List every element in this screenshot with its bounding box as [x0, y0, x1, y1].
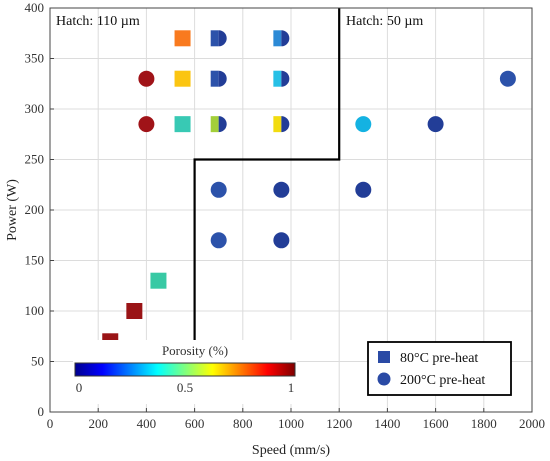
- split-marker: [273, 116, 290, 133]
- y-tick-label: 200: [25, 202, 45, 217]
- split-marker-square-half: [210, 30, 219, 47]
- x-tick-label: 1000: [278, 416, 304, 431]
- split-marker-circle-half: [281, 30, 290, 47]
- x-tick-label: 600: [185, 416, 205, 431]
- circle-marker: [138, 70, 155, 87]
- legend-marker-square: [378, 351, 390, 363]
- x-tick-label: 800: [233, 416, 253, 431]
- x-tick-label: 0: [47, 416, 54, 431]
- circle-marker: [210, 181, 227, 198]
- y-tick-label: 350: [25, 51, 45, 66]
- colorbar-tick-label: 1: [288, 380, 295, 395]
- annotation-hatch-110: Hatch: 110 µm: [56, 14, 140, 29]
- split-marker-circle-half: [281, 116, 290, 133]
- colorbar-ticks: 0 0.5 1: [76, 380, 295, 395]
- x-tick-label: 2000: [519, 416, 545, 431]
- split-marker-square-half: [273, 30, 282, 47]
- colorbar-tick-label: 0: [76, 380, 83, 395]
- y-axis-label: Power (W): [5, 179, 20, 241]
- axis-ticks: 0 200 400 600 800 1000 1200 1400 1600 1800 2000050…: [25, 0, 546, 431]
- square-marker: [174, 116, 191, 133]
- x-tick-label: 1800: [471, 416, 497, 431]
- square-marker: [126, 303, 143, 319]
- square-marker: [174, 70, 191, 87]
- legend-marker-circle: [377, 372, 391, 386]
- data-markers: [102, 30, 516, 350]
- split-marker-circle-half: [281, 70, 290, 87]
- y-tick-label: 300: [25, 101, 45, 116]
- legend-entry-label: 80°C pre-heat: [400, 351, 478, 366]
- hatch-region-boundary: [193, 8, 341, 352]
- split-marker: [273, 70, 290, 87]
- colorbar-label: Porosity (%): [162, 343, 228, 358]
- annotation-hatch-50: Hatch: 50 µm: [346, 14, 423, 29]
- split-marker-square-half: [273, 116, 282, 133]
- split-marker-square-half: [210, 70, 219, 87]
- legend: 80°C pre-heat 200°C pre-heat: [367, 341, 512, 396]
- split-marker-square-half: [273, 70, 282, 87]
- split-marker-circle-half: [218, 30, 227, 47]
- square-marker: [150, 272, 167, 289]
- y-tick-label: 400: [25, 0, 45, 15]
- x-tick-label: 1400: [374, 416, 400, 431]
- circle-marker: [499, 70, 516, 87]
- split-marker: [210, 116, 227, 133]
- x-tick-label: 1600: [423, 416, 449, 431]
- y-tick-label: 0: [38, 404, 45, 419]
- boundary-line: [193, 8, 341, 352]
- x-tick-label: 400: [137, 416, 157, 431]
- split-marker-circle-half: [218, 116, 227, 133]
- split-marker: [210, 70, 227, 87]
- porosity-colorbar: Porosity (%) 0 0.5 1: [73, 340, 297, 404]
- split-marker: [210, 30, 227, 47]
- split-marker: [273, 30, 290, 47]
- circle-marker: [355, 181, 372, 198]
- y-tick-label: 150: [25, 253, 45, 268]
- x-tick-label: 200: [88, 416, 108, 431]
- y-tick-label: 250: [25, 152, 45, 167]
- square-marker: [174, 30, 191, 47]
- split-marker-square-half: [210, 116, 219, 133]
- split-marker-circle-half: [218, 70, 227, 87]
- circle-marker: [355, 116, 372, 133]
- x-axis-label: Speed (mm/s): [252, 443, 330, 458]
- circle-marker: [427, 116, 444, 133]
- x-tick-label: 1200: [326, 416, 352, 431]
- y-tick-label: 50: [31, 354, 44, 369]
- circle-marker: [273, 232, 290, 249]
- y-tick-label: 100: [25, 303, 45, 318]
- legend-entry-label: 200°C pre-heat: [400, 373, 485, 388]
- legend-box: [367, 341, 512, 396]
- circle-marker: [273, 181, 290, 198]
- colorbar-gradient: [74, 362, 296, 377]
- circle-marker: [210, 232, 227, 249]
- colorbar-tick-label: 0.5: [177, 380, 193, 395]
- circle-marker: [138, 116, 155, 133]
